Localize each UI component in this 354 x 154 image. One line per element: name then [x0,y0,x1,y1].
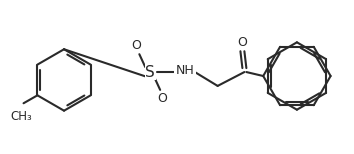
Text: O: O [157,92,167,105]
Text: O: O [131,39,141,52]
Text: NH: NH [176,64,194,77]
Text: CH₃: CH₃ [11,110,33,123]
Text: S: S [145,65,155,80]
Text: O: O [238,36,247,49]
